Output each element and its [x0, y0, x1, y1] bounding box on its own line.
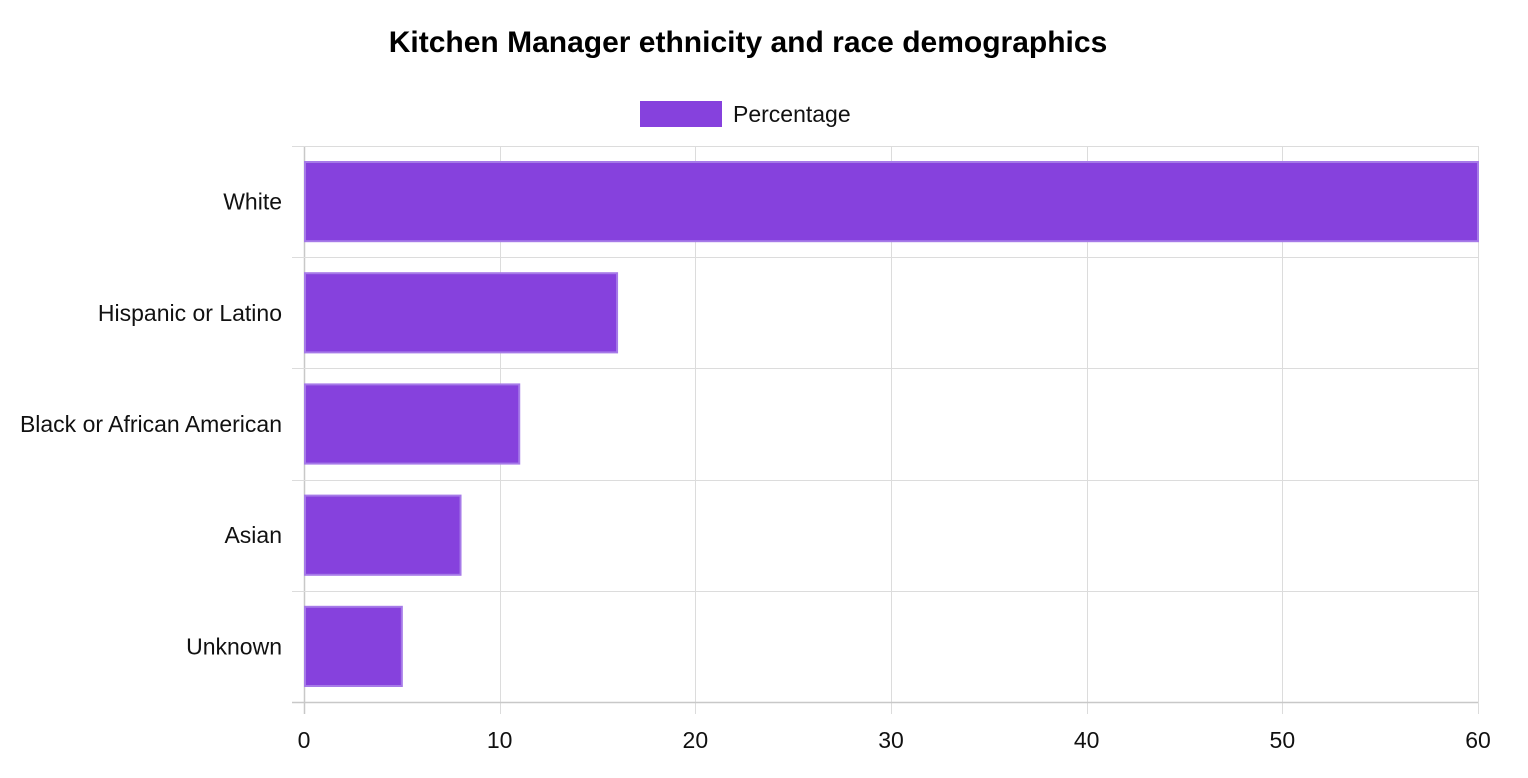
x-tick-label: 40 — [1074, 727, 1100, 753]
bar[interactable] — [304, 383, 521, 465]
legend-swatch — [640, 101, 722, 127]
category-label: Unknown — [186, 633, 282, 659]
bar[interactable] — [304, 605, 403, 687]
bars — [304, 161, 1479, 687]
x-axis-tick-labels: 0 10 20 30 40 50 60 — [298, 727, 1491, 753]
x-tick-label: 10 — [487, 727, 513, 753]
category-label: White — [223, 189, 282, 215]
bar[interactable] — [304, 161, 1479, 243]
bar[interactable] — [304, 494, 462, 576]
category-label: Asian — [224, 522, 282, 548]
x-tick-label: 0 — [298, 727, 311, 753]
x-tick-label: 60 — [1465, 727, 1491, 753]
x-tick-label: 30 — [878, 727, 904, 753]
category-labels: White Hispanic or Latino Black or African … — [20, 189, 282, 660]
x-tick-label: 20 — [683, 727, 709, 753]
category-label: Black or African American — [20, 411, 282, 437]
bar[interactable] — [304, 272, 619, 354]
legend[interactable]: Percentage — [640, 101, 851, 127]
chart-title: Kitchen Manager ethnicity and race demog… — [389, 26, 1108, 59]
legend-label: Percentage — [733, 101, 851, 127]
x-tick-label: 50 — [1270, 727, 1296, 753]
category-label: Hispanic or Latino — [98, 300, 282, 326]
